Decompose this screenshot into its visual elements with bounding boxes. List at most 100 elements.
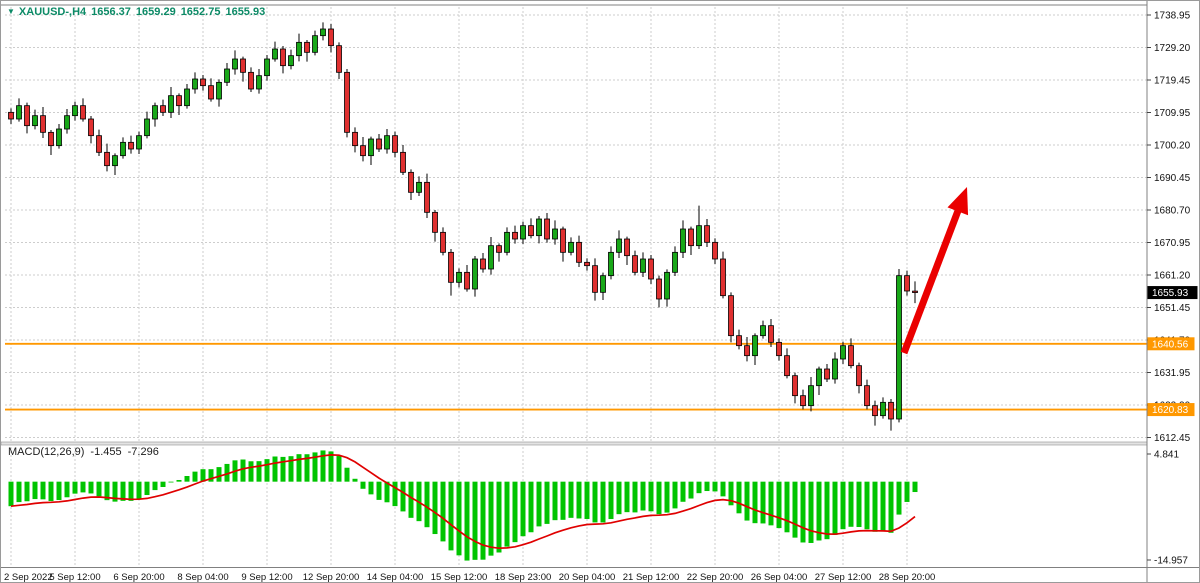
candle-body: [632, 255, 638, 273]
macd-histogram-bar: [240, 459, 246, 482]
macd-histogram-bar: [904, 481, 910, 502]
candle-body: [584, 261, 590, 267]
candle-body: [296, 41, 302, 57]
time-axis-label: 12 Sep 20:00: [303, 572, 360, 583]
time-axis-label: 5 Sep 12:00: [49, 572, 100, 583]
candle-body: [256, 75, 262, 90]
price-axis-label: 1680.70: [1154, 206, 1191, 217]
candle-body: [520, 225, 526, 240]
time-axis-label: 2 Sep 2022: [4, 572, 53, 583]
candle-body: [536, 218, 542, 237]
candle-body: [272, 48, 278, 60]
candle-body: [440, 231, 446, 253]
candle-body: [312, 35, 318, 53]
candle-body: [56, 128, 62, 147]
macd-histogram-bar: [312, 452, 318, 482]
candle-body: [432, 211, 438, 233]
macd-title: MACD(12,26,9): [8, 446, 85, 458]
current-price-text: 1655.93: [1152, 288, 1189, 299]
candle-body: [232, 58, 238, 70]
macd-signal-value: -7.296: [127, 446, 159, 458]
macd-histogram-bar: [720, 481, 726, 497]
price-axis-label: 1661.20: [1154, 271, 1191, 282]
macd-histogram-bar: [24, 481, 30, 502]
candle-body: [872, 405, 878, 417]
candle-body: [392, 135, 398, 153]
macd-histogram-bar: [856, 481, 862, 527]
macd-histogram-bar: [384, 481, 390, 503]
arrow-head: [947, 187, 969, 216]
candle-body: [616, 238, 622, 253]
macd-histogram-bar: [88, 481, 94, 494]
candle-body: [792, 375, 798, 397]
candle-body: [528, 225, 534, 237]
collapse-arrow-icon[interactable]: ▼: [7, 7, 15, 16]
candle-body: [80, 105, 86, 120]
candle-body: [152, 105, 158, 120]
time-axis-label: 18 Sep 23:00: [495, 572, 552, 583]
candle-body: [240, 58, 246, 73]
macd-histogram-bar: [800, 481, 806, 543]
ohlc-close-value: 1655.93: [225, 6, 266, 18]
macd-histogram-bar: [464, 481, 470, 561]
candle-body: [72, 105, 78, 117]
macd-layer: [8, 450, 918, 561]
macd-histogram-bar: [544, 481, 550, 524]
macd-histogram-bar: [104, 481, 110, 501]
level-price-label: 1640.56: [1152, 339, 1189, 350]
candle-body: [720, 258, 726, 297]
time-axis-label: 28 Sep 20:00: [879, 572, 936, 583]
candle-body: [64, 115, 70, 130]
macd-signal-line: [10, 454, 916, 550]
candle-body: [600, 275, 606, 293]
macd-histogram-bar: [840, 481, 846, 530]
macd-histogram-bar: [360, 481, 366, 489]
macd-histogram-bar: [296, 454, 302, 482]
candle-body: [360, 145, 366, 157]
macd-histogram-bar: [696, 481, 702, 494]
macd-histogram-bar: [304, 454, 310, 482]
candle-body: [328, 28, 334, 47]
macd-histogram-bar: [408, 481, 414, 518]
macd-histogram-bar: [328, 451, 334, 482]
candles-layer: [8, 22, 918, 431]
time-axis-label: 26 Sep 04:00: [751, 572, 808, 583]
candle-body: [848, 345, 854, 367]
macd-histogram-bar: [664, 481, 670, 513]
macd-histogram-bar: [616, 481, 622, 515]
candle-body: [696, 225, 702, 247]
candle-body: [664, 271, 670, 300]
current-price-box: [1147, 286, 1198, 300]
macd-histogram-bar: [792, 481, 798, 538]
candle-body: [568, 241, 574, 253]
macd-histogram-bar: [824, 481, 830, 540]
candle-body: [784, 355, 790, 377]
time-axis-label: 6 Sep 20:00: [113, 572, 164, 583]
macd-histogram-bar: [528, 481, 534, 533]
candle-body: [496, 245, 502, 253]
macd-histogram-bar: [648, 481, 654, 512]
macd-histogram-bar: [504, 481, 510, 547]
candle-body: [464, 271, 470, 290]
candle-body: [144, 118, 150, 137]
annotation-arrow: [900, 187, 969, 355]
macd-scale-labels: 4.841 -14.957: [1147, 450, 1188, 567]
macd-histogram-bar: [752, 481, 758, 524]
macd-histogram-bar: [520, 481, 526, 537]
candle-body: [96, 135, 102, 153]
candle-body: [384, 135, 390, 150]
price-axis-labels: 1738.95 1729.20 1719.45 1709.95 1700.20 1690.…: [1147, 11, 1191, 444]
candle-body: [752, 335, 758, 357]
candle-body: [888, 401, 894, 420]
macd-histogram-bar: [736, 481, 742, 514]
macd-scale-max-label: 4.841: [1154, 450, 1179, 461]
price-axis-label: 1670.95: [1154, 238, 1191, 249]
candle-body: [480, 258, 486, 270]
macd-histogram-bar: [864, 481, 870, 530]
candle-body: [904, 275, 910, 292]
level-price-labels: 1640.56 1620.83: [1147, 337, 1195, 417]
candle-body: [184, 88, 190, 107]
